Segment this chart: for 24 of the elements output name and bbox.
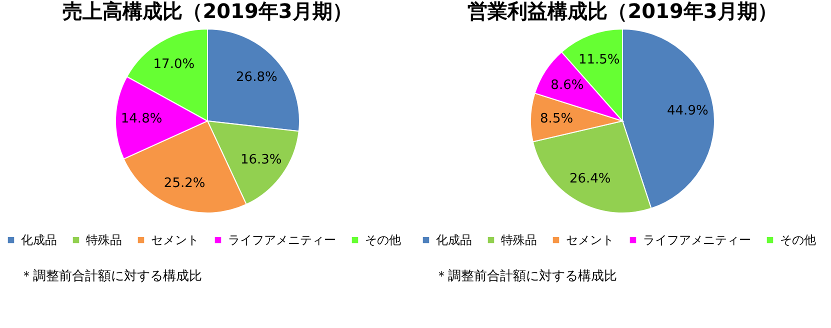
data-label: 8.6% (550, 78, 584, 93)
legend-label: 化成品 (436, 233, 472, 248)
data-label: 44.9% (667, 104, 708, 119)
legend-label: その他 (780, 233, 816, 248)
legend-label: 特殊品 (501, 233, 537, 248)
data-label: 25.2% (164, 176, 206, 191)
legend-label: その他 (365, 233, 401, 248)
text: ＊調整前合計額に対する構成比 (20, 268, 203, 285)
legend-label: 特殊品 (86, 233, 122, 248)
legend-label: 化成品 (21, 233, 57, 248)
data-label: 17.0% (153, 57, 195, 72)
data-label: 26.8% (236, 70, 278, 85)
data-label: 16.3% (240, 152, 282, 168)
legend-label: ライフアメニティー (228, 233, 336, 248)
legend-label: セメント (566, 233, 614, 248)
legend-label: セメント (151, 233, 199, 248)
chart-title: 売上高構成比（2019年3月期） (62, 0, 352, 23)
legend-label: ライフアメニティー (643, 233, 751, 248)
text: ＊調整前合計額に対する構成比 (435, 268, 618, 285)
data-label: 11.5% (578, 52, 620, 68)
data-label: 14.8% (120, 111, 162, 126)
data-label: 26.4% (569, 172, 611, 187)
data-label: 8.5% (540, 111, 574, 126)
chart-title: 営業利益構成比（2019年3月期） (468, 0, 778, 23)
